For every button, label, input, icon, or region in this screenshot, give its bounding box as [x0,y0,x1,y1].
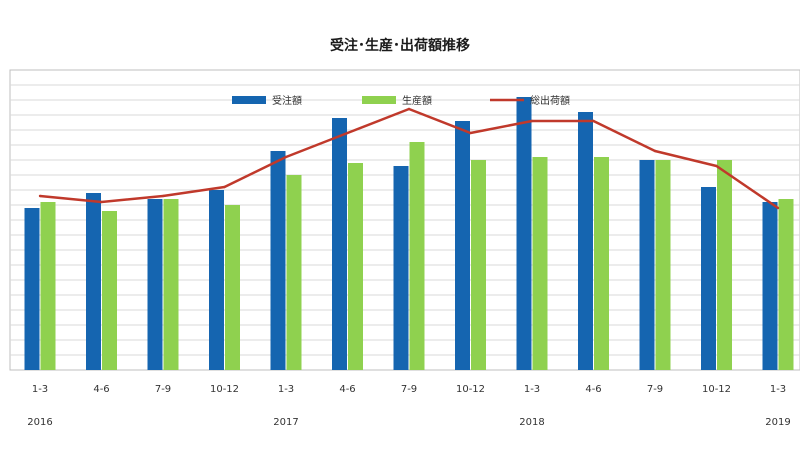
bar-production [40,202,56,370]
bar-production [717,160,732,370]
bar-production [409,142,425,370]
legend-label: 受注額 [272,94,302,107]
bar-production [594,157,609,370]
bar-orders [332,118,347,370]
ticks-layer: 1-3 4-6 7-9 10-12 1-3 4-6 7-9 10-12 1-3 4-6 7-9 10-… [27,384,790,428]
line-point [530,119,534,123]
legend-swatch [232,96,266,104]
bar-production [163,199,179,370]
bar-production [778,199,794,370]
bar-orders [516,97,532,370]
x-tick-label: 7-9 [401,384,417,395]
line-point [715,164,718,168]
line-point [38,194,42,198]
bar-production [471,160,486,370]
x-tick-label: 1-3 [278,384,294,395]
bar-orders [393,166,409,370]
x-tick-label: 1-3 [32,384,48,395]
bar-orders [455,121,470,370]
bar-production [286,175,302,370]
x-tick-label: 4-6 [93,384,109,395]
bar-orders [762,202,778,370]
line-point [284,155,288,159]
bar-production [532,157,548,370]
bar-production [348,163,363,370]
year-label: 2016 [27,417,52,428]
bar-production [225,205,240,370]
bar-orders [270,151,286,370]
line-point [776,206,780,210]
x-tick-label: 1-3 [770,384,786,395]
x-tick-label: 10-12 [702,384,731,395]
x-tick-label: 4-6 [585,384,601,395]
legend-label: 総出荷額 [530,94,570,107]
legend: 受注額 生産額 総出荷額 [232,94,570,107]
line-point [653,149,657,153]
bar-orders [639,160,655,370]
x-tick-label: 10-12 [210,384,239,395]
x-tick-label: 10-12 [456,384,485,395]
x-tick-label: 7-9 [647,384,663,395]
bars-layer [24,97,794,370]
bar-orders [578,112,593,370]
year-label: 2017 [273,417,298,428]
year-label: 2019 [765,417,790,428]
line-point [346,131,349,135]
line-point [100,200,103,204]
line-point [469,131,472,135]
line-layer [38,107,780,210]
legend-label: 生産額 [402,94,432,107]
bar-production [655,160,671,370]
line-point [592,119,595,123]
year-label: 2018 [519,417,544,428]
bar-orders [86,193,101,370]
line-point [407,107,411,111]
x-tick-label: 1-3 [524,384,540,395]
line-point [161,194,165,198]
bar-orders [209,190,224,370]
chart-title: 受注･生産･出荷額推移 [330,37,470,54]
x-tick-label: 4-6 [339,384,355,395]
bar-orders [24,208,40,370]
x-tick-label: 7-9 [155,384,171,395]
legend-swatch [362,96,396,104]
line-point [223,185,226,189]
bar-production [102,211,117,370]
bar-orders [147,199,163,370]
bar-orders [701,187,716,370]
